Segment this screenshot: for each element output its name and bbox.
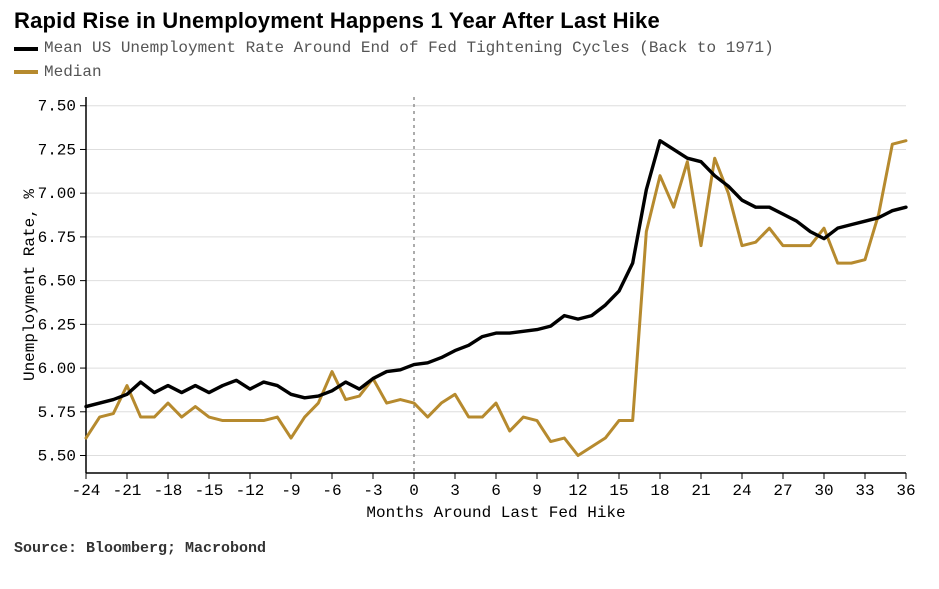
svg-text:6: 6 (491, 482, 501, 500)
legend-mean-label: Mean US Unemployment Rate Around End of … (44, 38, 774, 60)
legend-mean: Mean US Unemployment Rate Around End of … (14, 38, 925, 60)
svg-text:33: 33 (855, 482, 874, 500)
legend-median-swatch (14, 70, 38, 74)
svg-text:6.25: 6.25 (38, 317, 76, 335)
svg-text:5.75: 5.75 (38, 404, 76, 422)
svg-text:-6: -6 (322, 482, 341, 500)
svg-text:15: 15 (609, 482, 628, 500)
svg-text:27: 27 (773, 482, 792, 500)
legend-median: Median (14, 62, 925, 84)
legend-mean-swatch (14, 47, 38, 51)
svg-text:7.25: 7.25 (38, 142, 76, 160)
svg-text:-24: -24 (72, 482, 101, 500)
svg-text:3: 3 (450, 482, 460, 500)
svg-text:7.00: 7.00 (38, 185, 76, 203)
legend-median-label: Median (44, 62, 102, 84)
svg-text:-9: -9 (281, 482, 300, 500)
svg-text:Months Around Last Fed Hike: Months Around Last Fed Hike (366, 504, 625, 522)
svg-text:9: 9 (532, 482, 542, 500)
svg-text:-12: -12 (236, 482, 265, 500)
chart-title: Rapid Rise in Unemployment Happens 1 Yea… (14, 8, 925, 34)
svg-text:Unemployment Rate, %: Unemployment Rate, % (21, 189, 39, 381)
chart-plot: 5.505.756.006.256.506.757.007.257.50-24-… (14, 89, 925, 534)
svg-text:-21: -21 (113, 482, 142, 500)
svg-text:6.75: 6.75 (38, 229, 76, 247)
svg-text:-3: -3 (363, 482, 382, 500)
chart-svg: 5.505.756.006.256.506.757.007.257.50-24-… (14, 89, 920, 529)
svg-text:36: 36 (896, 482, 915, 500)
svg-text:21: 21 (691, 482, 710, 500)
svg-text:6.00: 6.00 (38, 360, 76, 378)
svg-text:0: 0 (409, 482, 419, 500)
svg-text:12: 12 (568, 482, 587, 500)
svg-text:7.50: 7.50 (38, 98, 76, 116)
svg-text:-15: -15 (195, 482, 224, 500)
svg-text:6.50: 6.50 (38, 273, 76, 291)
svg-text:5.50: 5.50 (38, 448, 76, 466)
svg-text:18: 18 (650, 482, 669, 500)
svg-text:24: 24 (732, 482, 751, 500)
svg-text:30: 30 (814, 482, 833, 500)
source-text: Source: Bloomberg; Macrobond (14, 540, 925, 557)
svg-text:-18: -18 (154, 482, 183, 500)
